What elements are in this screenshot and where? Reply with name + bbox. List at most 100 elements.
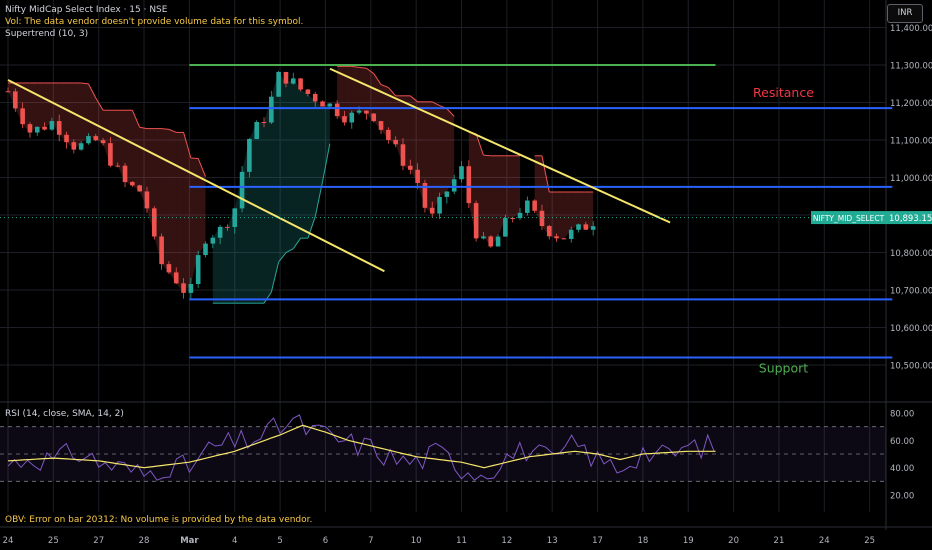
last-price-tag[interactable] bbox=[886, 211, 932, 225]
candle-body[interactable] bbox=[554, 236, 559, 239]
trendline-1[interactable] bbox=[7, 79, 385, 273]
candle-body[interactable] bbox=[232, 208, 238, 227]
candle-body[interactable] bbox=[115, 165, 121, 167]
candle-body[interactable] bbox=[122, 165, 128, 183]
candle-body[interactable] bbox=[371, 113, 377, 122]
candle-body[interactable] bbox=[42, 126, 47, 130]
candle-body[interactable] bbox=[49, 121, 55, 130]
candle-body[interactable] bbox=[217, 226, 223, 238]
candle-body[interactable] bbox=[239, 171, 245, 209]
candle-body[interactable] bbox=[415, 169, 420, 183]
candle-body[interactable] bbox=[5, 91, 11, 93]
candle-body[interactable] bbox=[166, 264, 172, 273]
candle-body[interactable] bbox=[320, 101, 325, 107]
candle-body[interactable] bbox=[64, 134, 69, 143]
candle-body[interactable] bbox=[159, 236, 164, 265]
candle-body[interactable] bbox=[481, 236, 486, 239]
candle-body[interactable] bbox=[525, 200, 530, 213]
supertrend-line bbox=[88, 83, 97, 99]
candle-body[interactable] bbox=[173, 272, 179, 284]
candle-body[interactable] bbox=[517, 212, 523, 219]
price-tick-label: 10,800.00 bbox=[890, 249, 932, 259]
candle-body[interactable] bbox=[305, 89, 311, 94]
candle-body[interactable] bbox=[356, 110, 362, 113]
candle-body[interactable] bbox=[364, 110, 369, 114]
candle-body[interactable] bbox=[130, 182, 135, 186]
candle-body[interactable] bbox=[568, 229, 574, 239]
candle-body[interactable] bbox=[312, 93, 318, 102]
candle-body[interactable] bbox=[56, 121, 62, 135]
candle-body[interactable] bbox=[451, 179, 457, 192]
candle-body[interactable] bbox=[422, 182, 428, 208]
candle-body[interactable] bbox=[378, 121, 384, 130]
candle-body[interactable] bbox=[27, 124, 33, 133]
candle-body[interactable] bbox=[254, 121, 259, 139]
supertrend-line bbox=[483, 154, 491, 157]
candle-body[interactable] bbox=[290, 78, 296, 84]
candle-body[interactable] bbox=[86, 136, 91, 144]
volume-note: Vol: The data vendor doesn't provide vol… bbox=[5, 17, 304, 27]
candle-body[interactable] bbox=[327, 103, 333, 107]
candle-body[interactable] bbox=[532, 200, 537, 211]
candle-body[interactable] bbox=[576, 224, 581, 230]
candle-body[interactable] bbox=[510, 218, 516, 220]
candle-body[interactable] bbox=[151, 208, 157, 237]
candle-body[interactable] bbox=[195, 255, 201, 285]
candle-body[interactable] bbox=[269, 96, 274, 123]
candle-body[interactable] bbox=[466, 166, 472, 204]
rsi-ma-line[interactable] bbox=[7, 424, 716, 469]
candle-body[interactable] bbox=[583, 224, 589, 230]
candle-body[interactable] bbox=[539, 210, 545, 227]
candle-body[interactable] bbox=[429, 207, 435, 214]
candle-body[interactable] bbox=[78, 143, 84, 150]
candle-body[interactable] bbox=[459, 166, 464, 180]
candle-body[interactable] bbox=[13, 91, 18, 109]
candle-body[interactable] bbox=[108, 143, 113, 166]
candle-body[interactable] bbox=[488, 236, 494, 247]
candle-body[interactable] bbox=[503, 218, 508, 237]
support-label[interactable]: Support bbox=[759, 361, 809, 376]
candle-body[interactable] bbox=[349, 112, 355, 123]
candle-body[interactable] bbox=[444, 191, 450, 197]
candle-body[interactable] bbox=[495, 236, 501, 247]
resistance-label[interactable]: Resitance bbox=[753, 85, 814, 100]
candle-body[interactable] bbox=[181, 283, 186, 293]
candle-body[interactable] bbox=[283, 71, 289, 84]
symbol-tag[interactable] bbox=[811, 211, 886, 225]
candle-body[interactable] bbox=[334, 103, 340, 117]
currency-button[interactable]: INR bbox=[887, 4, 923, 23]
candle-body[interactable] bbox=[203, 243, 208, 256]
candle-body[interactable] bbox=[71, 142, 77, 150]
candle-body[interactable] bbox=[393, 139, 398, 145]
candle-body[interactable] bbox=[407, 165, 413, 170]
candle-body[interactable] bbox=[137, 185, 142, 192]
candle-body[interactable] bbox=[225, 226, 230, 228]
candle-body[interactable] bbox=[298, 78, 303, 90]
candle-body[interactable] bbox=[400, 144, 406, 166]
candle-body[interactable] bbox=[20, 108, 25, 125]
candle-body[interactable] bbox=[34, 126, 40, 133]
candle-body[interactable] bbox=[261, 121, 267, 123]
candle-body[interactable] bbox=[144, 191, 150, 209]
candle-body[interactable] bbox=[210, 237, 216, 244]
supertrend-fill bbox=[446, 108, 455, 192]
rsi-legend[interactable]: RSI (14, close, SMA, 14, 2) bbox=[5, 409, 124, 419]
candle-body[interactable] bbox=[546, 226, 552, 237]
candle-body[interactable] bbox=[247, 138, 252, 172]
candle-body[interactable] bbox=[590, 226, 596, 230]
trendline-2[interactable] bbox=[329, 67, 671, 224]
candle-body[interactable] bbox=[93, 136, 99, 141]
candle-body[interactable] bbox=[386, 129, 391, 140]
candle-body[interactable] bbox=[276, 71, 281, 97]
candle-body[interactable] bbox=[100, 140, 106, 144]
candle-body[interactable] bbox=[188, 284, 194, 293]
supertrend-legend[interactable]: Supertrend (10, 3) bbox=[5, 29, 89, 39]
supertrend-fill bbox=[556, 191, 564, 239]
candle-body[interactable] bbox=[342, 116, 347, 123]
candle-body[interactable] bbox=[473, 203, 479, 239]
candle-body[interactable] bbox=[561, 238, 567, 240]
candle-body[interactable] bbox=[437, 196, 442, 214]
supertrend-fill bbox=[132, 110, 140, 192]
